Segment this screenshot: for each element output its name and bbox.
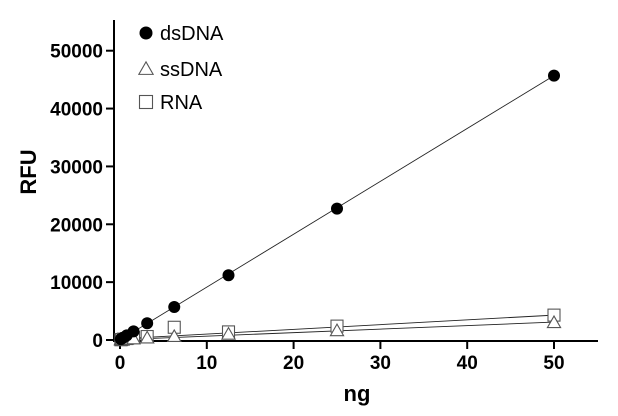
x-tick-label-4: 40 (457, 353, 478, 374)
y-tick-label-0: 0 (92, 331, 103, 352)
point-ssdna-7 (220, 326, 237, 340)
y-tick-label-2: 20000 (50, 215, 103, 236)
y-ticks: 0 10000 20000 30000 40000 50000 (50, 42, 114, 352)
point-ssdna-5 (139, 330, 155, 344)
point-dsdna-8 (331, 202, 343, 215)
x-tick-label-5: 50 (543, 353, 564, 374)
axes (113, 20, 598, 342)
x-tick-label-2: 20 (283, 353, 304, 374)
point-ssdna-8 (329, 323, 345, 337)
legend-label-rna: RNA (160, 92, 203, 114)
legend-label-dsdna: dsDNA (160, 23, 224, 45)
y-tick-label-5: 50000 (50, 42, 103, 63)
legend-marker-ssdna (137, 60, 155, 75)
point-dsdna-6 (168, 301, 181, 314)
legend: dsDNA ssDNA RNA (137, 23, 224, 114)
legend-label-ssdna: ssDNA (160, 59, 223, 81)
legend-marker-rna (138, 94, 154, 110)
y-tick-label-1: 10000 (50, 273, 103, 294)
point-dsdna-7 (222, 269, 235, 282)
point-dsdna-9 (548, 69, 560, 82)
x-tick-label-3: 30 (370, 353, 391, 374)
point-dsdna-5 (141, 317, 154, 330)
x-ticks: 0 10 20 30 40 50 (115, 341, 565, 374)
point-dsdna-4 (127, 325, 140, 338)
point-ssdna-6 (166, 328, 182, 343)
y-tick-label-3: 30000 (50, 157, 103, 178)
legend-marker-dsdna (139, 26, 153, 40)
x-axis-title: ng (344, 381, 371, 406)
y-tick-label-4: 40000 (50, 100, 103, 121)
y-axis-title: RFU (16, 149, 41, 194)
x-tick-label-1: 10 (196, 353, 217, 374)
x-tick-label-0: 0 (115, 353, 126, 374)
point-ssdna-9 (546, 314, 562, 329)
markers (113, 69, 562, 347)
